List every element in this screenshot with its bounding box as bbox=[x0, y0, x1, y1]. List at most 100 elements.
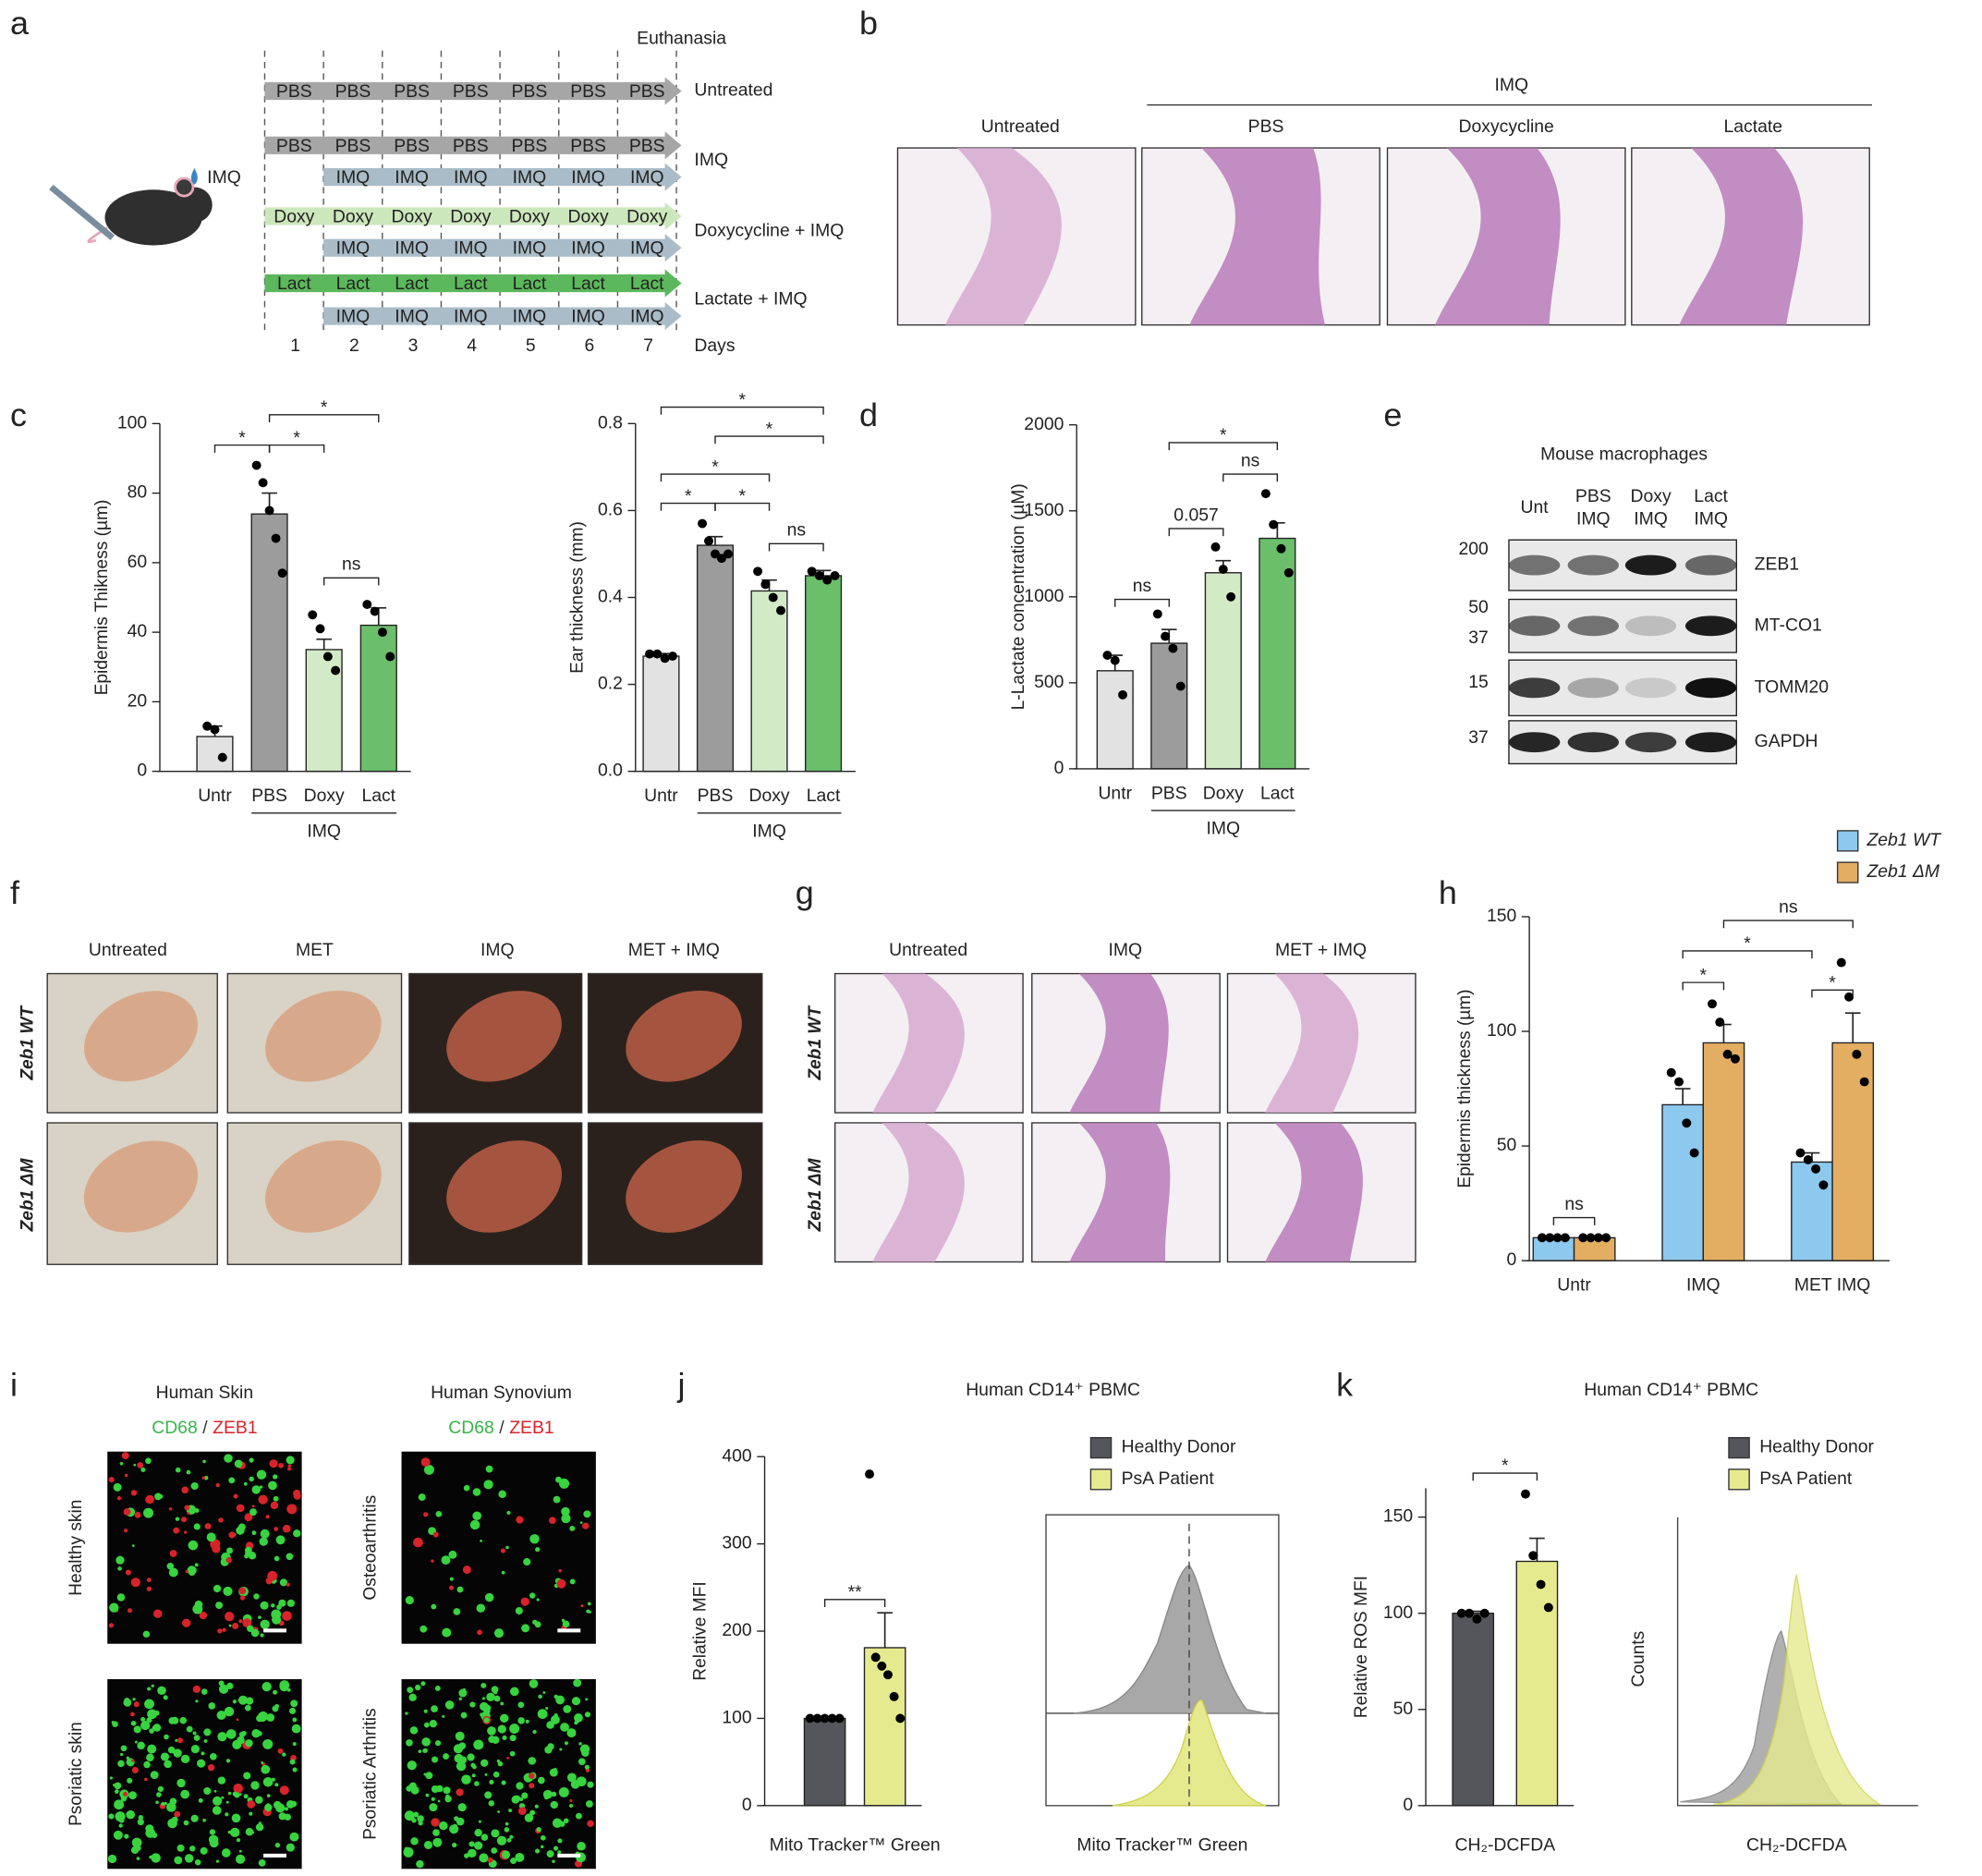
cell-dot bbox=[564, 1741, 568, 1746]
cell-dot bbox=[462, 1565, 471, 1575]
cell-dot bbox=[230, 1827, 240, 1837]
significance-label: 0.057 bbox=[1173, 506, 1218, 525]
cell-dot bbox=[420, 1457, 431, 1468]
data-point bbox=[716, 554, 726, 564]
cell-dot bbox=[411, 1818, 417, 1823]
cell-dot bbox=[258, 1858, 266, 1867]
cell-dot bbox=[493, 1628, 505, 1638]
track-arrow bbox=[264, 269, 682, 298]
cell-dot bbox=[422, 1748, 428, 1753]
cell-dot bbox=[501, 1570, 505, 1575]
cell-dot bbox=[109, 1776, 114, 1780]
cell-dot bbox=[513, 1795, 521, 1802]
cell-dot bbox=[203, 1739, 208, 1743]
stain-part: / bbox=[202, 1419, 208, 1438]
tissue bbox=[1265, 1123, 1363, 1262]
cell-dot bbox=[261, 1764, 271, 1774]
cell-dot bbox=[569, 1803, 574, 1808]
ear bbox=[626, 1140, 742, 1233]
cell-dot bbox=[278, 1462, 284, 1468]
significance-bracket bbox=[823, 1599, 886, 1608]
cell-dot bbox=[256, 1469, 267, 1480]
cell-dot bbox=[534, 1621, 541, 1628]
data-point bbox=[315, 624, 325, 634]
data-point bbox=[1465, 1608, 1475, 1618]
cell-dot bbox=[251, 1729, 261, 1738]
cell-dot bbox=[271, 1609, 282, 1620]
cell-dot bbox=[406, 1739, 413, 1747]
cell-dot bbox=[483, 1480, 493, 1490]
cell-dot bbox=[585, 1698, 589, 1701]
cell-dot bbox=[208, 1834, 219, 1845]
significance-label: ns bbox=[787, 521, 806, 541]
track-arrow bbox=[323, 234, 682, 262]
track-cell: Lact bbox=[336, 274, 371, 294]
blot-band bbox=[1624, 732, 1677, 753]
cell-dot bbox=[505, 1545, 509, 1550]
cell-dot bbox=[431, 1559, 434, 1563]
data-point bbox=[830, 571, 840, 580]
cell-dot bbox=[255, 1822, 264, 1832]
cell-dot bbox=[502, 1850, 511, 1859]
cell-dot bbox=[271, 1603, 275, 1608]
data-point bbox=[217, 752, 227, 762]
legend-label: Zeb1 WT bbox=[1866, 831, 1941, 850]
data-point bbox=[1803, 1155, 1813, 1164]
cell-dot bbox=[253, 1593, 260, 1600]
cell-dot bbox=[559, 1478, 570, 1489]
cell-dot bbox=[130, 1578, 140, 1588]
cell-dot bbox=[562, 1620, 570, 1628]
cell-dot bbox=[143, 1760, 151, 1769]
data-point bbox=[264, 506, 274, 516]
cell-dot bbox=[203, 1476, 209, 1480]
cell-dot bbox=[217, 1732, 227, 1742]
cell-dot bbox=[250, 1831, 254, 1834]
cell-dot bbox=[124, 1698, 130, 1704]
significance-bracket bbox=[1168, 528, 1224, 537]
panel-letter: d bbox=[859, 396, 878, 433]
cell-dot bbox=[237, 1695, 249, 1705]
cell-dot bbox=[441, 1555, 451, 1565]
cell-dot bbox=[443, 1786, 451, 1795]
x-tick-label: Untr bbox=[1098, 784, 1132, 803]
cell-dot bbox=[282, 1752, 286, 1757]
error-bar bbox=[1674, 1088, 1691, 1105]
cell-dot bbox=[517, 1701, 525, 1709]
cell-dot bbox=[423, 1465, 434, 1475]
data-point bbox=[660, 653, 670, 664]
cell-dot bbox=[282, 1611, 292, 1621]
cell-dot bbox=[578, 1742, 582, 1746]
label: ZEB1 bbox=[1755, 555, 1799, 575]
cell-dot bbox=[120, 1745, 128, 1752]
cell-dot bbox=[579, 1521, 583, 1524]
cell-dot bbox=[109, 1602, 119, 1613]
cell-dot bbox=[218, 1680, 225, 1687]
data-point bbox=[776, 605, 785, 615]
data-point bbox=[1666, 1067, 1676, 1078]
panel-letter: k bbox=[1336, 1367, 1353, 1404]
tissue bbox=[1069, 1123, 1171, 1262]
track-arrow bbox=[264, 131, 682, 160]
cell-dot bbox=[290, 1800, 298, 1808]
cell-dot bbox=[529, 1783, 535, 1789]
cell-dot bbox=[404, 1810, 415, 1821]
significance-bracket bbox=[1682, 981, 1725, 991]
significance-label: * bbox=[1700, 966, 1708, 985]
cell-dot bbox=[289, 1707, 297, 1714]
label: 200 bbox=[1459, 540, 1489, 559]
cell-dot bbox=[108, 1477, 115, 1483]
fluorescence-image bbox=[107, 1679, 302, 1870]
cell-dot bbox=[133, 1725, 141, 1734]
bar bbox=[642, 655, 680, 773]
data-point bbox=[812, 1713, 822, 1724]
blot-band bbox=[1508, 554, 1561, 576]
stain-part: CD68 bbox=[448, 1419, 493, 1438]
cell-dot bbox=[432, 1531, 439, 1538]
track-cell: Doxy bbox=[626, 207, 667, 226]
data-point bbox=[377, 627, 387, 638]
cell-dot bbox=[556, 1578, 566, 1589]
cell-dot bbox=[524, 1813, 534, 1822]
cell-dot bbox=[286, 1687, 291, 1692]
cell-dot bbox=[116, 1593, 126, 1602]
